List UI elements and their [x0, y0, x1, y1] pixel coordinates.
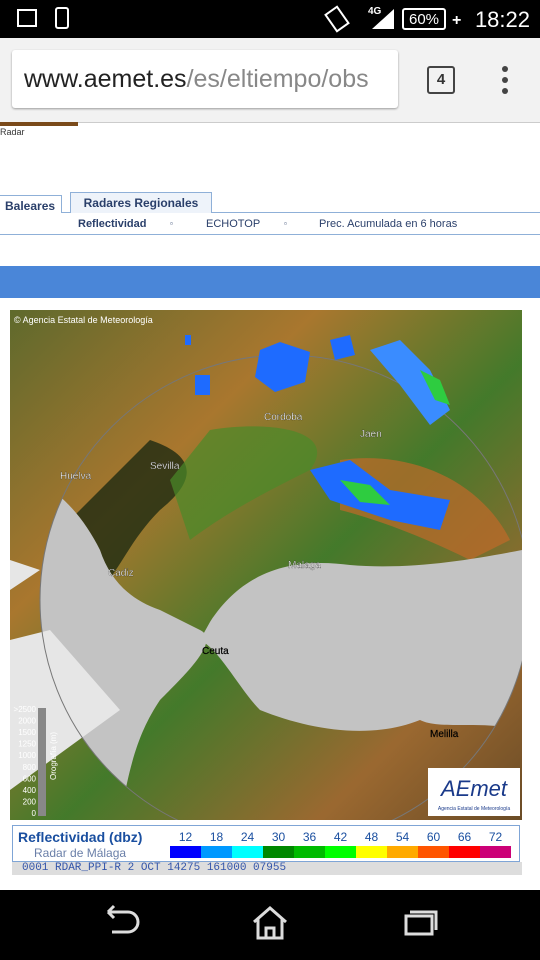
dbz-label: 66 — [458, 830, 472, 844]
tab[interactable]: Baleares — [0, 195, 63, 213]
url-path: /es/eltiempo/obs — [186, 65, 369, 93]
legend-title: Reflectividad (dbz) — [18, 829, 142, 845]
elevation-tick: >2500 — [14, 705, 37, 714]
battery: 60% — [409, 11, 439, 28]
dbz-swatch — [387, 846, 418, 858]
city: Jaen — [360, 429, 382, 440]
city: Huelva — [60, 471, 92, 482]
sub-nav — [0, 214, 540, 235]
dbz-swatch — [480, 846, 511, 858]
city: Sevilla — [150, 461, 180, 472]
dbz-label: 48 — [365, 830, 379, 844]
tab-line — [0, 212, 540, 213]
elevation-tick: 400 — [23, 786, 37, 795]
gallery-icon — [17, 9, 37, 27]
dbz-swatch — [418, 846, 449, 858]
dbz-label: 36 — [303, 830, 317, 844]
elevation-bar — [38, 708, 46, 816]
dbz-swatch — [263, 846, 294, 858]
signal-icon — [372, 9, 394, 29]
dbz-swatch — [356, 846, 387, 858]
outside-radar — [10, 560, 120, 790]
elevation-tick: 800 — [23, 763, 37, 772]
url-domain: www.aemet.es — [24, 65, 187, 93]
elevation-tick: 1000 — [18, 751, 36, 760]
elevation-tick: 2000 — [18, 717, 36, 726]
city: Cadiz — [108, 568, 134, 579]
elevation-title: Orografía (m) — [49, 732, 58, 780]
link[interactable]: Reflectividad — [78, 218, 147, 230]
link[interactable]: Prec. Acumulada en 6 horas — [319, 218, 458, 230]
copyright: © Agencia Estatal de Meteorología — [14, 315, 153, 325]
dbz-label: 72 — [489, 830, 503, 844]
dbz-swatch — [201, 846, 232, 858]
city: Ceuta — [202, 646, 229, 657]
dbz-swatch — [294, 846, 325, 858]
dbz-label: 18 — [210, 830, 224, 844]
logo-box — [428, 768, 520, 816]
mediterranean — [200, 550, 522, 731]
logo-sub: Agencia Estatal de Meteorología — [438, 806, 510, 812]
back-button[interactable] — [106, 904, 140, 934]
elevation-tick: 1250 — [18, 740, 36, 749]
dbz-legend: Reflectividad (dbz) Radar de Málaga 12 18… — [12, 825, 520, 862]
lowland — [170, 426, 318, 540]
charging: + — [452, 12, 461, 29]
elevation-legend: Orografía (m) >2500200015001250100080060… — [14, 705, 58, 818]
legend-radar: Radar de Málaga — [34, 846, 126, 860]
dbz-label: 12 — [179, 830, 193, 844]
city: Cordoba — [264, 412, 303, 423]
dbz-label: 54 — [396, 830, 410, 844]
echoes-strong — [340, 370, 450, 505]
city: Malaga — [288, 560, 321, 571]
menu-button[interactable] — [498, 64, 512, 96]
status-icons: 4G 60% + 18:22 — [17, 5, 530, 33]
battery-icon — [402, 8, 446, 30]
footer-code: 0001 RDAR_PPI-R 2 OCT 14275 161000 07955 — [12, 862, 522, 875]
tab[interactable]: Radares Regionales — [70, 192, 212, 213]
clock: 18:22 — [475, 7, 530, 32]
nav-bar — [0, 890, 540, 960]
url-bar[interactable]: www.aemet.es/es/eltiempo/obs — [12, 50, 398, 108]
elevation-tick: 1500 — [18, 728, 36, 737]
dbz-swatch — [170, 846, 201, 858]
city: Melilla — [430, 729, 459, 740]
home-button[interactable] — [253, 906, 287, 940]
network: 4G — [368, 6, 382, 17]
dbz-swatch — [325, 846, 356, 858]
status-bar: 4G 60% + 18:22 — [0, 0, 540, 38]
dbz-label: 42 — [334, 830, 348, 844]
dbz-label: 30 — [272, 830, 286, 844]
elevation-tick: 600 — [23, 774, 37, 783]
dbz-swatch — [449, 846, 480, 858]
header-strip — [0, 122, 78, 126]
recents-button[interactable] — [404, 910, 438, 936]
city-labels: Cordoba Jaen Sevilla Huelva Cadiz Malaga… — [60, 412, 459, 740]
phone-icon — [55, 7, 69, 29]
rotate-icon — [324, 5, 350, 33]
browser-toolbar: www.aemet.es/es/eltiempo/obs 4 — [0, 38, 540, 123]
elevation-tick: 0 — [32, 809, 37, 818]
dbz-label: 60 — [427, 830, 441, 844]
logo: AEmet — [439, 776, 508, 801]
radar-map: Cordoba Jaen Sevilla Huelva Cadiz Malaga… — [10, 310, 522, 820]
tab-switcher[interactable]: 4 — [427, 66, 455, 94]
link[interactable]: ECHOTOP — [206, 218, 261, 230]
blue-band — [0, 266, 540, 298]
elevation-tick: 200 — [23, 797, 37, 806]
breadcrumb[interactable]: Radar — [0, 127, 25, 137]
dbz-label: 24 — [241, 830, 255, 844]
dbz-swatch — [232, 846, 263, 858]
